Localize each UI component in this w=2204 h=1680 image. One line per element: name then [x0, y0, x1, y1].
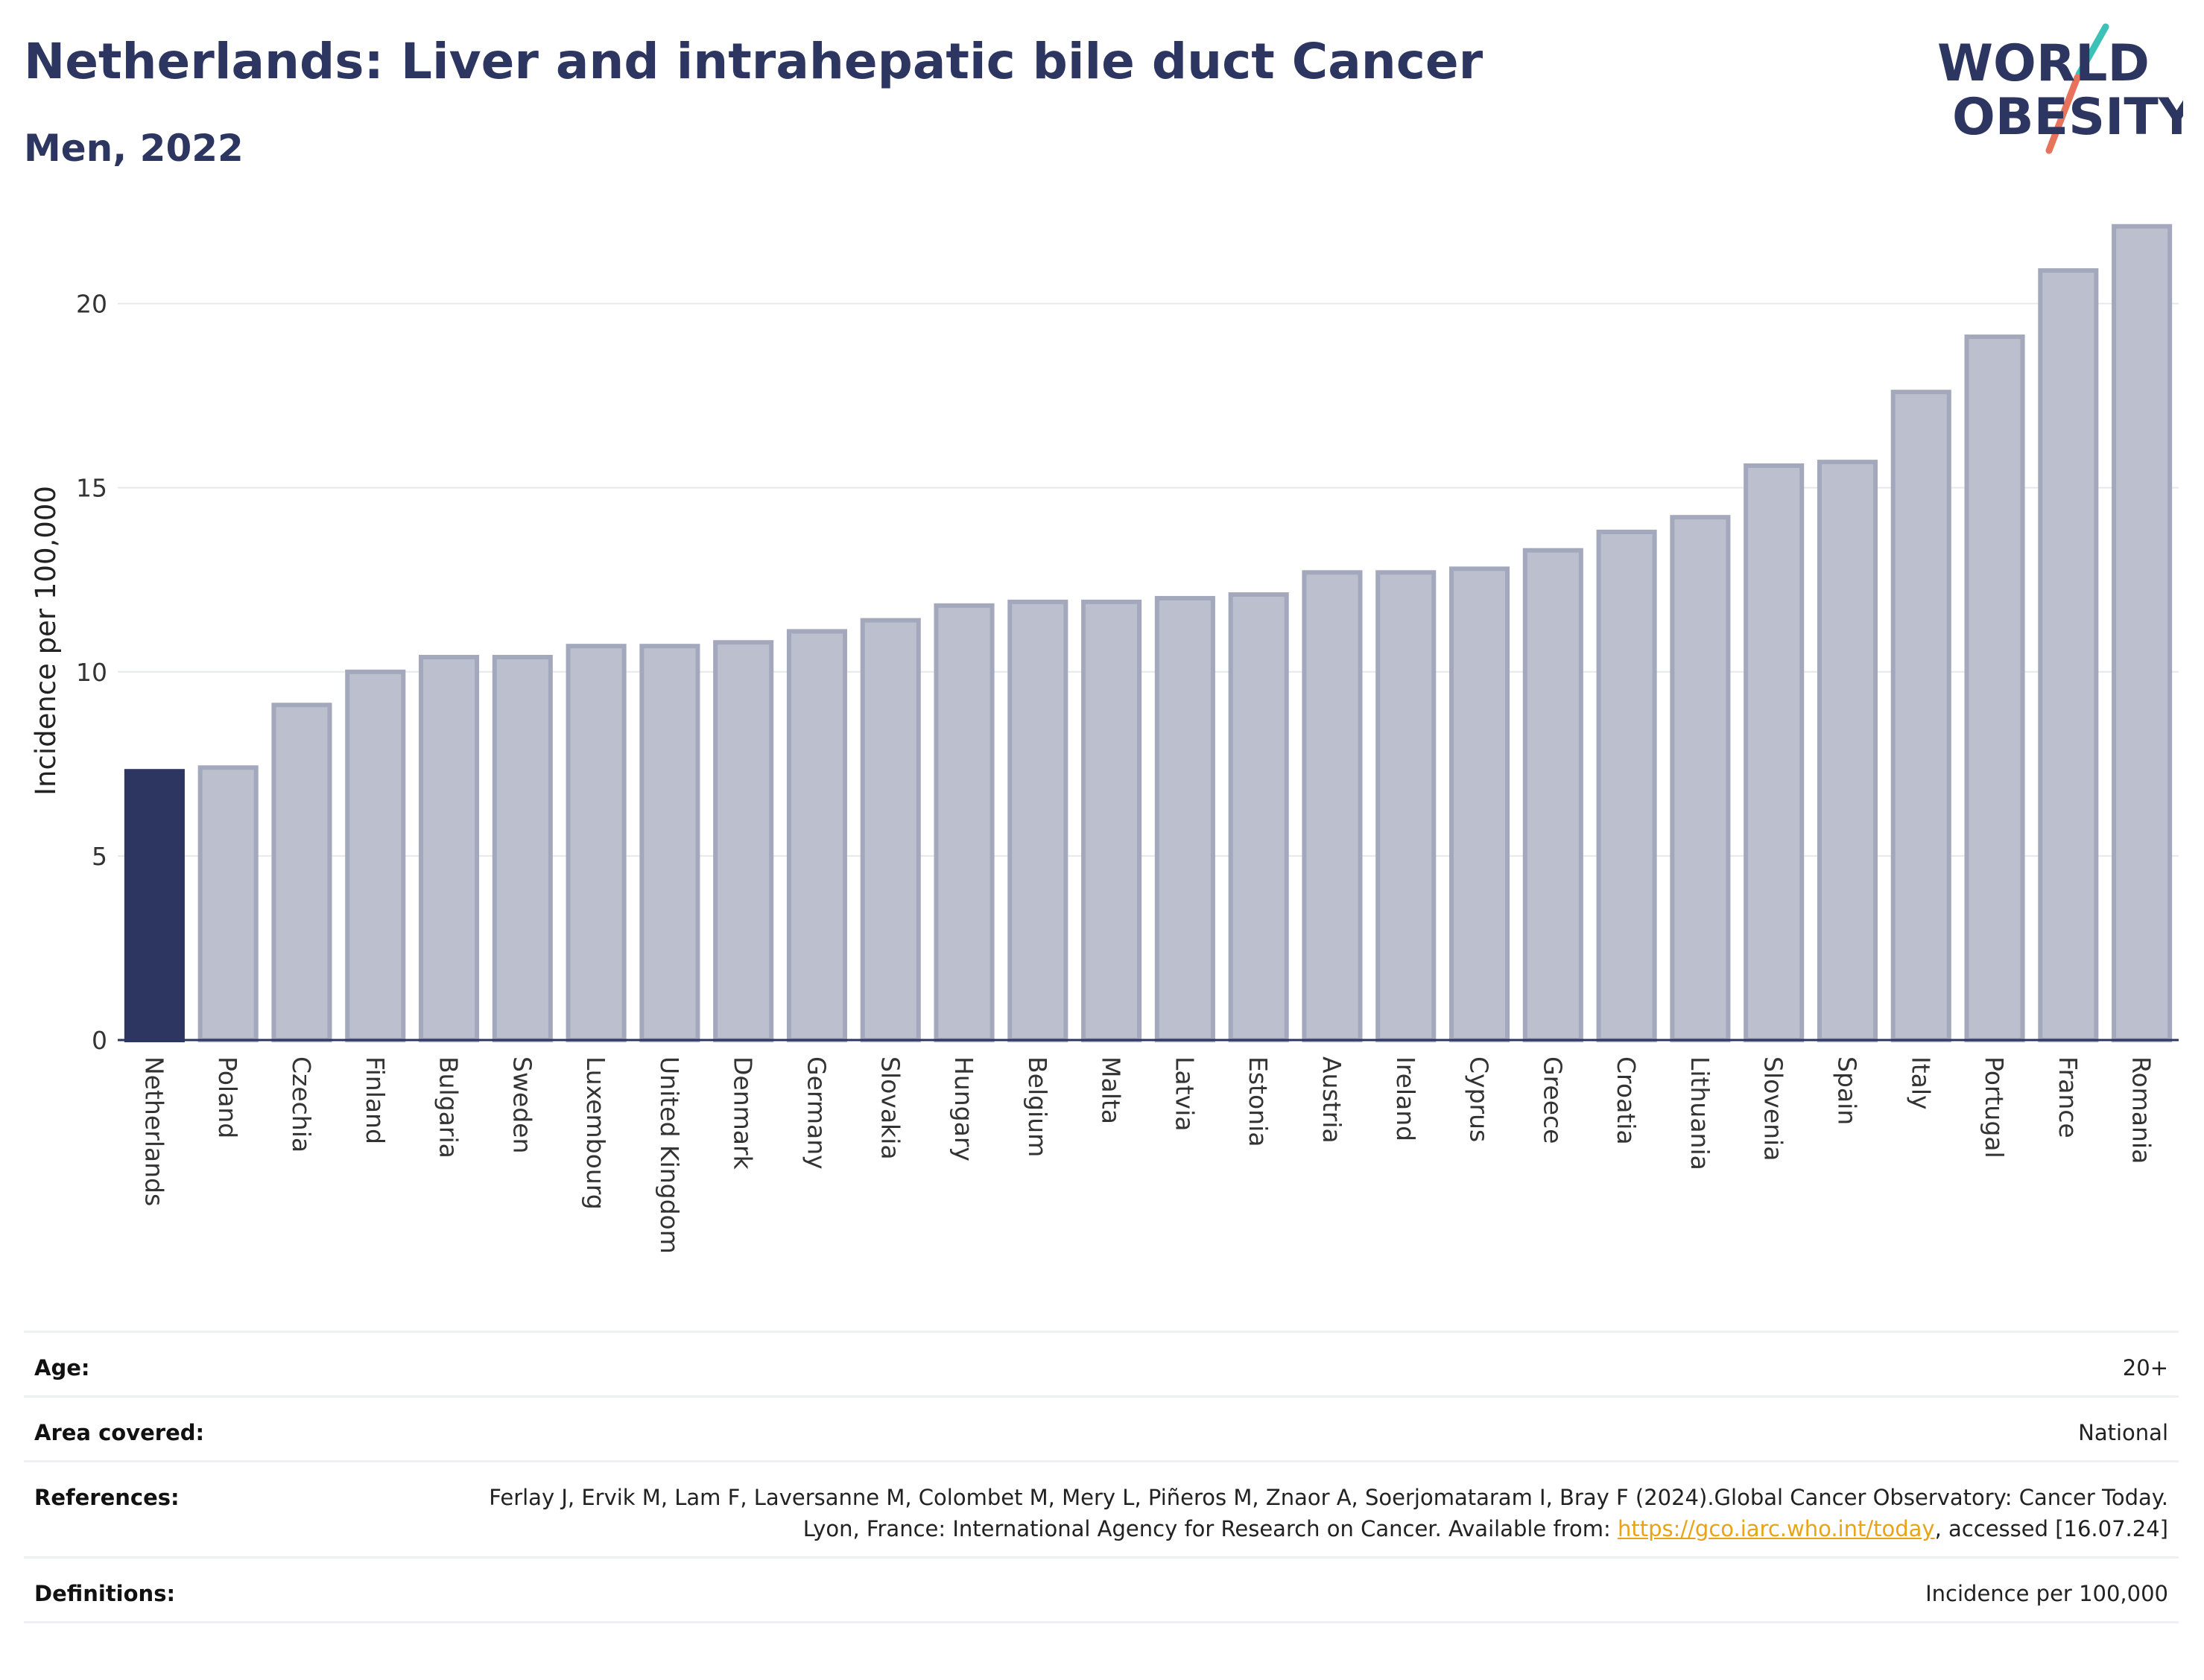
bar-united-kingdom	[639, 644, 700, 1042]
x-tick-label: Cyprus	[1465, 1056, 1494, 1142]
x-tick-label: Romania	[2127, 1056, 2156, 1164]
world-obesity-logo: WORLD OBESITY	[1937, 23, 2183, 154]
bar-croatia	[1596, 529, 1657, 1042]
bar-latvia	[1154, 595, 1215, 1042]
y-tick-labels: 0 5 10 15 20	[76, 290, 107, 1055]
bar-romania	[2112, 224, 2173, 1042]
meta-value-definitions: Incidence per 100,000	[1925, 1581, 2168, 1606]
x-tick-label: Denmark	[729, 1056, 758, 1170]
bar-chart: 0 5 10 15 20 Netherlands Poland Czechia Finland…	[30, 224, 2179, 1254]
meta-value-age: 20+	[2122, 1355, 2168, 1381]
bar-sweden	[492, 655, 553, 1042]
meta-row-definitions: Definitions: Incidence per 100,000	[24, 1556, 2179, 1623]
logo-coral-stroke	[2045, 74, 2081, 154]
metadata-table: Age: 20+ Area covered: National Referenc…	[24, 1331, 2179, 1623]
bar-ireland	[1375, 570, 1437, 1042]
x-tick-label: Portugal	[1980, 1056, 2009, 1158]
x-tick-label: Bulgaria	[434, 1056, 463, 1158]
x-tick-label: Slovenia	[1759, 1056, 1788, 1161]
logo-line1: WORLD	[1937, 34, 2150, 93]
x-tick-label: Finland	[361, 1056, 390, 1144]
bar-lithuania	[1670, 515, 1731, 1042]
reference-accessed: , accessed [16.07.24]	[1934, 1516, 2168, 1541]
bar-hungary	[934, 603, 995, 1042]
meta-row-age: Age: 20+	[24, 1331, 2179, 1395]
meta-row-references: References: Ferlay J, Ervik M, Lam F, La…	[24, 1460, 2179, 1556]
x-tick-label: Belgium	[1023, 1056, 1052, 1157]
x-tick-label: Greece	[1538, 1056, 1567, 1144]
y-tick-label: 10	[76, 658, 107, 687]
bar-belgium	[1007, 599, 1068, 1042]
x-tick-label: Hungary	[949, 1056, 978, 1161]
bar-czechia	[271, 703, 332, 1042]
bar-austria	[1302, 570, 1363, 1042]
bar-germany	[786, 629, 848, 1042]
bars	[124, 224, 2173, 1042]
y-tick-label: 0	[92, 1026, 107, 1055]
x-tick-label: Croatia	[1612, 1056, 1641, 1145]
x-tick-label: Luxembourg	[581, 1056, 610, 1210]
bar-bulgaria	[418, 655, 480, 1042]
x-tick-label: Lithuania	[1685, 1056, 1714, 1170]
x-tick-label: Latvia	[1170, 1056, 1199, 1131]
bar-malta	[1081, 599, 1142, 1042]
x-tick-label: Poland	[213, 1056, 242, 1138]
bar-finland	[345, 669, 406, 1042]
logo-teal-stroke	[2075, 23, 2109, 78]
x-tick-label: Spain	[1832, 1056, 1861, 1125]
meta-key-references: References:	[34, 1485, 180, 1510]
meta-value-area: National	[2078, 1420, 2168, 1445]
x-tick-label: Austria	[1317, 1056, 1346, 1144]
bar-cyprus	[1448, 566, 1510, 1042]
y-tick-label: 5	[92, 842, 107, 871]
x-tick-label: United Kingdom	[655, 1056, 684, 1254]
y-tick-label: 20	[76, 290, 107, 319]
bar-poland	[197, 765, 259, 1042]
x-tick-label: Germany	[802, 1056, 831, 1170]
bar-netherlands	[124, 769, 185, 1042]
meta-row-area: Area covered: National	[24, 1395, 2179, 1460]
meta-value-references: Ferlay J, Ervik M, Lam F, Laversanne M, …	[484, 1482, 2168, 1544]
reference-link[interactable]: https://gco.iarc.who.int/today	[1617, 1516, 1935, 1541]
bar-slovenia	[1744, 463, 1805, 1042]
y-tick-label: 15	[76, 474, 107, 503]
bar-denmark	[713, 640, 774, 1042]
x-tick-label: Slovakia	[875, 1056, 905, 1160]
x-tick-label: Sweden	[507, 1056, 536, 1153]
x-tick-label: Malta	[1097, 1056, 1126, 1124]
x-tick-label: Italy	[1906, 1056, 1935, 1110]
x-tick-label: Czechia	[287, 1056, 316, 1153]
meta-key-age: Age:	[34, 1355, 90, 1381]
bar-france	[2038, 268, 2099, 1042]
x-tick-label: Estonia	[1244, 1056, 1273, 1147]
bar-italy	[1890, 390, 1951, 1042]
x-category-labels: Netherlands Poland Czechia Finland Bulgaria S…	[139, 1056, 2156, 1254]
meta-key-area: Area covered:	[34, 1420, 205, 1445]
meta-key-definitions: Definitions:	[34, 1581, 176, 1606]
bar-estonia	[1228, 592, 1289, 1042]
logo-line2: OBESITY	[1952, 88, 2183, 147]
bar-portugal	[1964, 335, 2025, 1042]
x-tick-label: Netherlands	[139, 1056, 168, 1206]
y-axis-title: Incidence per 100,000	[30, 486, 62, 796]
chart-title: Netherlands: Liver and intrahepatic bile…	[24, 33, 1483, 90]
reference-text: Ferlay J, Ervik M, Lam F, Laversanne M, …	[489, 1485, 2168, 1541]
bar-slovakia	[860, 618, 921, 1042]
chart-subtitle: Men, 2022	[24, 127, 244, 170]
bar-luxembourg	[566, 644, 627, 1042]
x-tick-label: Ireland	[1391, 1056, 1420, 1141]
bar-greece	[1522, 548, 1583, 1042]
bar-spain	[1817, 460, 1878, 1042]
x-tick-label: France	[2053, 1056, 2083, 1138]
